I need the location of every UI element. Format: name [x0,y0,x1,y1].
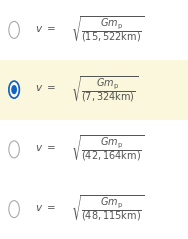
Text: $v\ =$: $v\ =$ [35,24,56,34]
Text: $v\ =$: $v\ =$ [35,83,56,93]
Text: $\sqrt{\dfrac{\mathit{Gm}_{\mathrm{p}}}{\mathrm{(42,164 km)}}}$: $\sqrt{\dfrac{\mathit{Gm}_{\mathrm{p}}}{… [71,134,145,164]
Text: $v\ =$: $v\ =$ [35,203,56,213]
Ellipse shape [9,81,19,98]
Text: $\sqrt{\dfrac{\mathit{Gm}_{\mathrm{p}}}{\mathrm{(48,115 km)}}}$: $\sqrt{\dfrac{\mathit{Gm}_{\mathrm{p}}}{… [71,194,145,224]
Ellipse shape [9,141,19,158]
Ellipse shape [11,85,17,94]
Ellipse shape [9,21,19,38]
Bar [0,60,188,120]
Text: $\sqrt{\dfrac{\mathit{Gm}_{\mathrm{p}}}{\mathrm{(7,324 km)}}}$: $\sqrt{\dfrac{\mathit{Gm}_{\mathrm{p}}}{… [71,75,139,105]
Text: $\sqrt{\dfrac{\mathit{Gm}_{\mathrm{p}}}{\mathrm{(15,522 km)}}}$: $\sqrt{\dfrac{\mathit{Gm}_{\mathrm{p}}}{… [71,15,145,45]
Text: $v\ =$: $v\ =$ [35,143,56,153]
Ellipse shape [9,201,19,218]
